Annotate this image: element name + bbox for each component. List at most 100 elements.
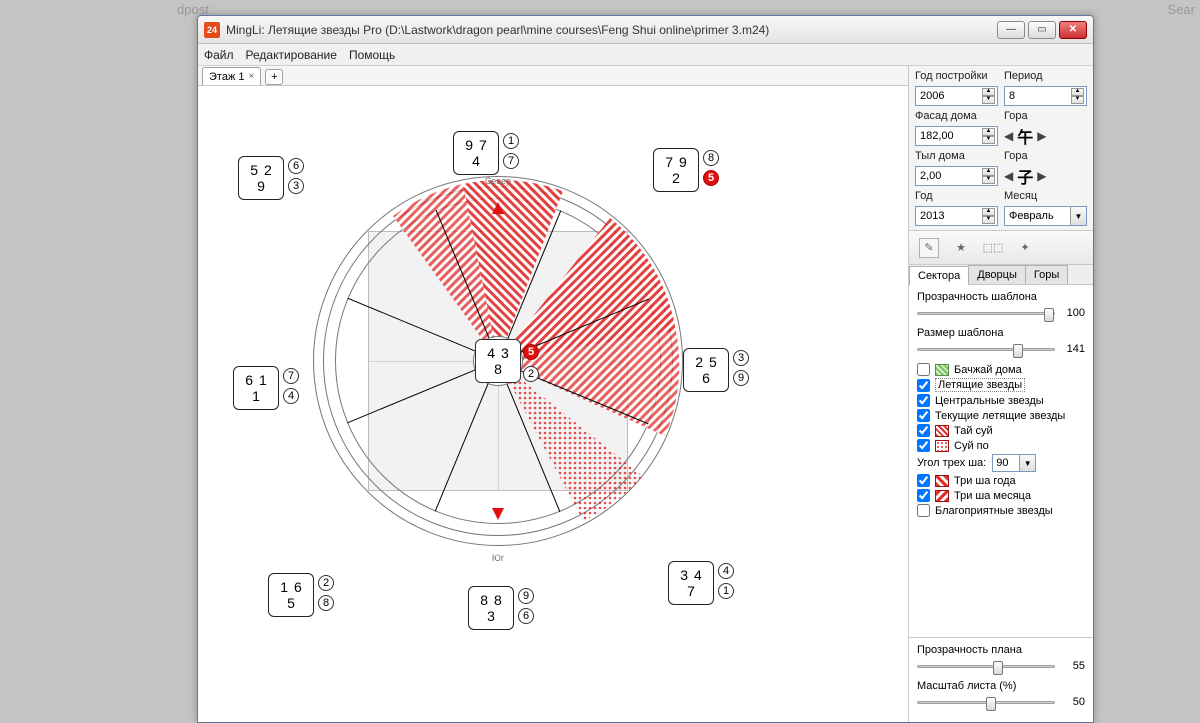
prev-mountain-icon[interactable]: ◀ [1004, 129, 1013, 143]
sectors-panel: Прозрачность шаблона 100 Размер шаблона … [909, 285, 1093, 637]
lbl-mountain-2: Гора [1004, 150, 1087, 162]
star-badges-ne: 8 5 [703, 150, 719, 186]
check-sui-po[interactable]: Суй по [917, 439, 1085, 452]
floor-tabs: Этаж 1 × + [198, 66, 908, 86]
menu-file[interactable]: Файл [204, 48, 234, 62]
lbl-template-opacity: Прозрачность шаблона [917, 291, 1085, 303]
slider-plan-opacity[interactable]: 55 [917, 658, 1085, 674]
check-flying-stars[interactable]: Летящие звезды [917, 378, 1085, 392]
three-sha-angle-row: Угол трех ша: 90 ▼ [917, 454, 1085, 472]
next-mountain-icon-2[interactable]: ▶ [1037, 169, 1046, 183]
label-north: Север [485, 176, 511, 186]
close-button[interactable]: ✕ [1059, 21, 1087, 39]
dropdown-icon-2[interactable]: ▼ [1019, 455, 1035, 471]
lbl-plan-opacity: Прозрачность плана [917, 644, 1085, 656]
check-current-stars[interactable]: Текущие летящие звезды [917, 409, 1085, 422]
bg-text-right: Sear [1168, 2, 1195, 17]
star-box-nw: 52 9 [238, 156, 284, 200]
tool-link-icon[interactable]: ⬚⬚ [983, 238, 1003, 258]
lbl-facing: Фасад дома [915, 110, 998, 122]
facing-mountain-nav: ◀ 午 ▶ [1004, 126, 1087, 146]
label-south: Юг [492, 553, 504, 563]
floor-tab-label: Этаж 1 [209, 71, 244, 83]
lbl-mountain-1: Гора [1004, 110, 1087, 122]
subtab-mountains[interactable]: Горы [1025, 265, 1068, 284]
slider-sheet-scale[interactable]: 50 [917, 694, 1085, 710]
star-badges-se: 4 1 [718, 563, 734, 599]
canvas-pane: Этаж 1 × + 52 9 6 3 97 4 [198, 66, 909, 722]
star-box-se: 34 7 [668, 561, 714, 605]
lbl-sheet-scale: Масштаб листа (%) [917, 680, 1085, 692]
slider-template-opacity[interactable]: 100 [917, 305, 1085, 321]
badge-center-e: 2 [523, 366, 539, 382]
add-tab-button[interactable]: + [265, 69, 283, 85]
menubar: Файл Редактирование Помощь [198, 44, 1093, 66]
next-mountain-icon[interactable]: ▶ [1037, 129, 1046, 143]
sitting-arrow-icon [492, 202, 504, 214]
input-year-built[interactable]: 2006 ▲▼ [915, 86, 998, 106]
bottom-sliders: Прозрачность плана 55 Масштаб листа (%) … [909, 637, 1093, 722]
app-icon: 24 [204, 22, 220, 38]
compass[interactable]: 4 3 8 5 2 [313, 176, 683, 546]
params-grid: Год постройки Период 2006 ▲▼ 8 ▲▼ Фасад … [909, 66, 1093, 231]
window-title: MingLi: Летящие звезды Pro (D:\Lastwork\… [226, 23, 997, 37]
menu-help[interactable]: Помощь [349, 48, 395, 62]
star-badges-w: 7 4 [283, 368, 299, 404]
check-sansha-year[interactable]: Три ша года [917, 474, 1085, 487]
star-badges-e: 3 9 [733, 350, 749, 386]
combo-month[interactable]: Февраль ▼ [1004, 206, 1087, 226]
star-badges-s: 9 6 [518, 588, 534, 624]
input-sitting[interactable]: 2,00 ▲▼ [915, 166, 998, 186]
star-box-ne: 79 2 [653, 148, 699, 192]
check-central-stars[interactable]: Центральные звезды [917, 394, 1085, 407]
red-badge-center: 5 [523, 344, 539, 360]
tool-edit-icon[interactable]: ✎ [919, 238, 939, 258]
combo-three-sha-angle[interactable]: 90 ▼ [992, 454, 1036, 472]
tool-star-icon[interactable]: ★ [951, 238, 971, 258]
star-box-e: 25 6 [683, 348, 729, 392]
menu-edit[interactable]: Редактирование [246, 48, 337, 62]
overlay-toolbar: ✎ ★ ⬚⬚ ✦ [909, 231, 1093, 265]
star-box-w: 61 1 [233, 366, 279, 410]
subtab-sectors[interactable]: Сектора [909, 266, 969, 285]
swatch-bazhai-icon [935, 364, 949, 376]
tab-close-icon[interactable]: × [248, 71, 254, 82]
lbl-sitting: Тыл дома [915, 150, 998, 162]
lbl-template-size: Размер шаблона [917, 327, 1085, 339]
check-bazhai[interactable]: Бачжай дома [917, 363, 1085, 376]
dropdown-icon[interactable]: ▼ [1070, 207, 1086, 225]
plan-canvas[interactable]: 52 9 6 3 97 4 1 7 79 [198, 86, 908, 722]
overlay-subtabs: Сектора Дворцы Горы [909, 265, 1093, 285]
check-tai-sui[interactable]: Тай суй [917, 424, 1085, 437]
swatch-sansha-month-icon [935, 490, 949, 502]
lbl-month: Месяц [1004, 190, 1087, 202]
tool-center-icon[interactable]: ✦ [1015, 238, 1035, 258]
input-year[interactable]: 2013 ▲▼ [915, 206, 998, 226]
swatch-sansha-year-icon [935, 475, 949, 487]
red-badge-ne: 5 [703, 170, 719, 186]
facing-arrow-icon [492, 508, 504, 520]
star-box-center: 4 3 8 [475, 339, 521, 383]
maximize-button[interactable]: ▭ [1028, 21, 1056, 39]
sitting-mountain-nav: ◀ 子 ▶ [1004, 166, 1087, 186]
facing-mountain-glyph: 午 [1017, 124, 1033, 148]
floor-tab-1[interactable]: Этаж 1 × [202, 67, 261, 85]
prev-mountain-icon-2[interactable]: ◀ [1004, 169, 1013, 183]
star-badges-nw: 6 3 [288, 158, 304, 194]
input-period[interactable]: 8 ▲▼ [1004, 86, 1087, 106]
swatch-taisui-icon [935, 425, 949, 437]
spin-buttons[interactable]: ▲▼ [982, 88, 995, 104]
slider-template-size[interactable]: 141 [917, 341, 1085, 357]
star-box-sw: 16 5 [268, 573, 314, 617]
app-window: 24 MingLi: Летящие звезды Pro (D:\Lastwo… [197, 15, 1094, 723]
input-facing[interactable]: 182,00 ▲▼ [915, 126, 998, 146]
star-box-n: 97 4 [453, 131, 499, 175]
titlebar[interactable]: 24 MingLi: Летящие звезды Pro (D:\Lastwo… [198, 16, 1093, 44]
check-auspicious[interactable]: Благоприятные звезды [917, 504, 1085, 517]
lbl-year-built: Год постройки [915, 70, 998, 82]
star-badges-n: 1 7 [503, 133, 519, 169]
check-sansha-month[interactable]: Три ша месяца [917, 489, 1085, 502]
sitting-mountain-glyph: 子 [1017, 164, 1033, 188]
subtab-palaces[interactable]: Дворцы [968, 265, 1026, 284]
minimize-button[interactable]: — [997, 21, 1025, 39]
